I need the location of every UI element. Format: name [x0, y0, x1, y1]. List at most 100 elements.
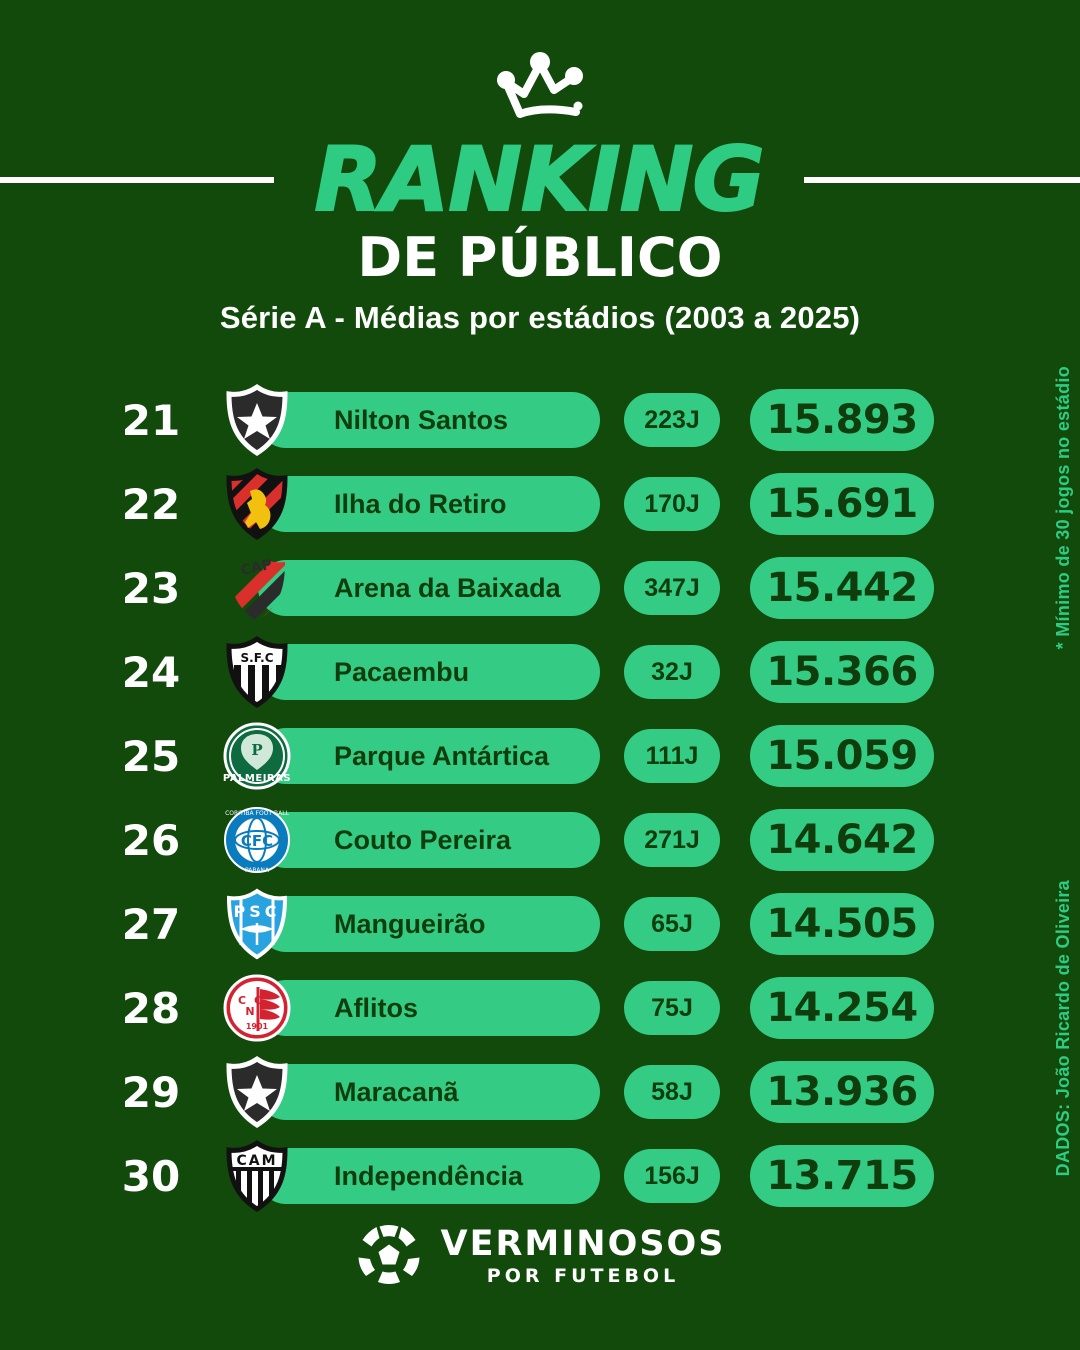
title-rule-right	[803, 176, 1080, 183]
botafogo-crest	[220, 383, 294, 457]
svg-text:C: C	[238, 994, 246, 1007]
ranking-row: 28 Aflitos C N C 1901 75J 14.254	[0, 966, 1080, 1050]
page-subtitle: DE PÚBLICO	[357, 226, 723, 289]
games-badge: 111J	[624, 729, 720, 783]
brand-name: VERMINOSOS	[440, 1224, 726, 1264]
brand-tagline: POR FUTEBOL	[486, 1265, 680, 1287]
svg-text:S.F.C: S.F.C	[241, 651, 274, 665]
crown-icon	[0, 52, 1080, 128]
title-rule-left	[0, 176, 275, 183]
soccer-ball-icon	[354, 1219, 424, 1294]
svg-text:CORITIBA FOOT BALL: CORITIBA FOOT BALL	[225, 810, 289, 817]
stadium-pill[interactable]: Ilha do Retiro	[258, 476, 600, 532]
average-attendance-value: 13.936	[750, 1061, 934, 1123]
stadium-pill[interactable]: Arena da Baixada	[258, 560, 600, 616]
games-badge: 347J	[624, 561, 720, 615]
games-badge: 156J	[624, 1149, 720, 1203]
stadium-name: Parque Antártica	[334, 740, 550, 771]
stadium-pill[interactable]: Parque Antártica	[258, 728, 600, 784]
stadium-name: Arena da Baixada	[334, 572, 561, 603]
title-row: RANKING	[0, 128, 1080, 231]
stadium-pill-wrap: Independência CAM	[220, 1139, 600, 1212]
average-attendance-value: 14.505	[750, 893, 934, 955]
svg-text:N: N	[245, 1005, 254, 1018]
average-attendance-value: 14.254	[750, 977, 934, 1039]
games-badge: 65J	[624, 897, 720, 951]
ranking-row: 22 Ilha do Retiro 170J 15.691	[0, 462, 1080, 546]
rank-number: 29	[121, 1067, 181, 1117]
stadium-pill[interactable]: Mangueirão	[258, 896, 600, 952]
average-attendance-value: 15.691	[750, 473, 934, 535]
stadium-pill-wrap: Arena da Baixada CAP	[220, 555, 600, 621]
palmeiras-crest: P PALMEIRAS	[220, 719, 294, 793]
svg-text:CFC: CFC	[241, 832, 273, 850]
stadium-pill[interactable]: Nilton Santos	[258, 392, 600, 448]
ranking-row: 26 Couto Pereira CFC CORITIBA FOOT BALL PARA…	[0, 798, 1080, 882]
svg-text:1901: 1901	[246, 1022, 269, 1031]
games-badge: 75J	[624, 981, 720, 1035]
stadium-pill-wrap: Parque Antártica P PALMEIRAS	[220, 722, 600, 790]
stadium-pill[interactable]: Independência	[258, 1148, 600, 1204]
games-badge: 32J	[624, 645, 720, 699]
stadium-pill-wrap: Maracanã	[220, 1055, 600, 1128]
average-attendance-value: 13.715	[750, 1145, 934, 1207]
games-badge: 58J	[624, 1065, 720, 1119]
games-badge: 271J	[624, 813, 720, 867]
ranking-row: 24 Pacaembu S.F.C 32J 15.366	[0, 630, 1080, 714]
rank-number: 28	[121, 983, 181, 1033]
athletico-crest: CAP	[220, 551, 294, 625]
svg-text:P: P	[251, 741, 262, 759]
stadium-pill-wrap: Mangueirão PSC	[220, 888, 600, 960]
brand-footer: VERMINOSOS POR FUTEBOL	[0, 1219, 1080, 1294]
nautico-crest: C N C 1901	[220, 971, 294, 1045]
svg-text:PSC: PSC	[234, 902, 281, 921]
rank-number: 21	[121, 395, 181, 445]
stadium-name: Couto Pereira	[334, 824, 512, 855]
svg-text:PALMEIRAS: PALMEIRAS	[223, 773, 291, 784]
stadium-pill[interactable]: Aflitos	[258, 980, 600, 1036]
paysandu-crest: PSC	[220, 887, 294, 961]
average-attendance-value: 15.442	[750, 557, 934, 619]
rank-number: 27	[121, 899, 181, 949]
ranking-row: 30 Independência CAM 156J 13.715	[0, 1134, 1080, 1218]
coritiba-crest: CFC CORITIBA FOOT BALL PARANA	[220, 803, 294, 877]
stadium-name: Aflitos	[334, 992, 418, 1023]
rank-number: 22	[121, 479, 181, 529]
ranking-row: 23 Arena da Baixada CAP 347J 15.442	[0, 546, 1080, 630]
average-attendance-value: 15.893	[750, 389, 934, 451]
average-attendance-value: 15.059	[750, 725, 934, 787]
stadium-name: Independência	[334, 1160, 524, 1191]
page-title: RANKING	[313, 128, 765, 231]
stadium-pill-wrap: Couto Pereira CFC CORITIBA FOOT BALL PARANA	[220, 807, 600, 874]
average-attendance-value: 15.366	[750, 641, 934, 703]
stadium-name: Pacaembu	[334, 656, 470, 687]
svg-text:C: C	[254, 994, 262, 1007]
stadium-pill[interactable]: Maracanã	[258, 1064, 600, 1120]
ranking-row: 27 Mangueirão PSC 65J 14.505	[0, 882, 1080, 966]
average-attendance-value: 14.642	[750, 809, 934, 871]
svg-text:CAP: CAP	[240, 557, 274, 579]
stadium-pill[interactable]: Couto Pereira	[258, 812, 600, 868]
ranking-list: 21 Nilton Santos 223J 15.893 22 Ilha do Retir…	[0, 378, 1080, 1218]
svg-text:PARANA: PARANA	[245, 867, 270, 874]
ranking-row: 29 Maracanã 58J 13.936	[0, 1050, 1080, 1134]
stadium-pill[interactable]: Pacaembu	[258, 644, 600, 700]
stadium-name: Mangueirão	[334, 908, 486, 939]
santos-crest: S.F.C	[220, 635, 294, 709]
rank-number: 23	[121, 563, 181, 613]
ranking-row: 25 Parque Antártica P PALMEIRAS 111J 15.059	[0, 714, 1080, 798]
stadium-pill-wrap: Pacaembu S.F.C	[220, 635, 600, 708]
stadium-name: Nilton Santos	[334, 404, 508, 435]
svg-text:CAM: CAM	[236, 1153, 277, 1169]
page-description: Série A - Médias por estádios (2003 a 20…	[219, 300, 861, 335]
stadium-name: Ilha do Retiro	[334, 488, 507, 519]
atletico-mineiro-crest: CAM	[220, 1139, 294, 1213]
stadium-pill-wrap: Aflitos C N C 1901	[220, 974, 600, 1042]
rank-number: 24	[121, 647, 181, 697]
games-badge: 223J	[624, 393, 720, 447]
stadium-pill-wrap: Nilton Santos	[220, 383, 600, 456]
stadium-name: Maracanã	[334, 1076, 459, 1107]
sport-crest	[220, 467, 294, 541]
botafogo-crest	[220, 1055, 294, 1129]
